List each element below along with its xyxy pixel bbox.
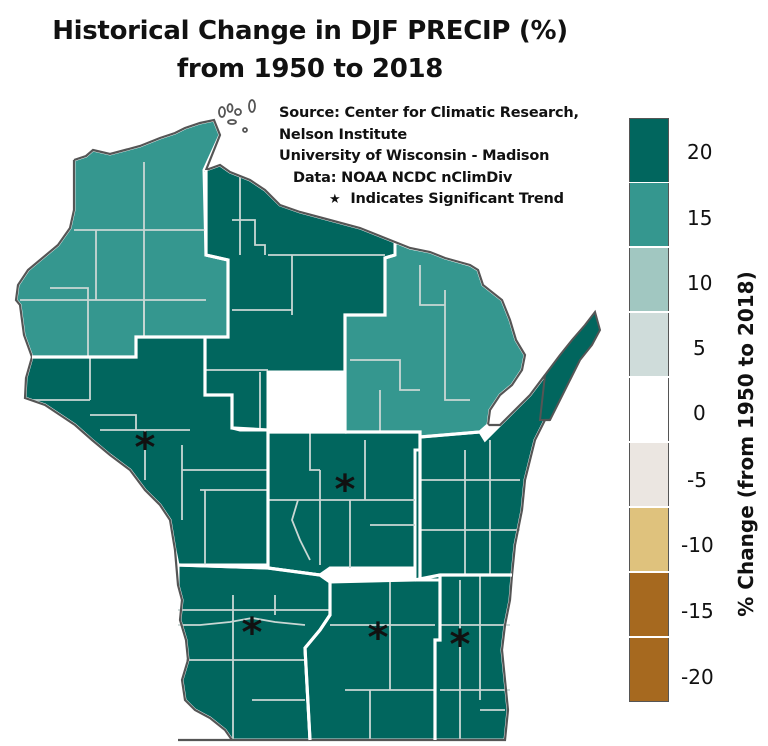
legend-tick: -5 <box>687 468 707 492</box>
legend-tick: -15 <box>681 599 714 623</box>
legend-swatch-neg5 <box>629 443 669 506</box>
significance-note-text: Indicates Significant Trend <box>350 191 564 207</box>
legend-swatch-neg10 <box>629 508 669 571</box>
significant-trend-marker: * <box>241 609 263 656</box>
apostle-islands <box>218 99 256 133</box>
significant-trend-marker: * <box>449 621 471 668</box>
legend-swatch-20 <box>629 118 669 182</box>
source-line-1: Source: Center for Climatic Research, <box>279 105 579 121</box>
coastline <box>73 118 546 427</box>
division-northwest <box>14 118 230 359</box>
county-lines <box>20 162 520 740</box>
legend-tick: 0 <box>693 401 706 425</box>
significant-trend-marker: * <box>367 614 389 661</box>
legend-swatch-0 <box>629 378 669 441</box>
division-boundaries <box>32 170 512 741</box>
legend-axis-title: % Change (from 1950 to 2018) <box>734 271 758 617</box>
division-southeast <box>433 573 514 742</box>
chart-title: Historical Change in DJF PRECIP (%) from… <box>0 12 620 88</box>
coastline-mississippi <box>14 160 233 741</box>
legend-swatch-neg15 <box>629 573 669 636</box>
source-line-2: Nelson Institute <box>279 126 407 143</box>
source-line-4: Data: NOAA NCDC nClimDiv <box>293 169 513 186</box>
significance-note: ★ Indicates Significant Trend <box>279 189 579 211</box>
title-line-1: Historical Change in DJF PRECIP (%) <box>52 16 568 46</box>
significant-trend-marker: * <box>134 424 156 471</box>
legend-tick: 5 <box>693 336 706 360</box>
star-icon: ★ <box>329 192 341 207</box>
significant-trend-marker: * <box>334 466 356 513</box>
legend-tick: 15 <box>687 206 713 230</box>
legend-tick: -20 <box>681 665 714 689</box>
legend-swatch-10 <box>629 248 669 311</box>
legend-swatch-neg20 <box>629 638 669 702</box>
legend-tick: 20 <box>687 140 713 164</box>
source-annotation: Source: Center for Climatic Research, Ne… <box>279 103 579 211</box>
legend-swatch-5 <box>629 313 669 376</box>
door-peninsula <box>538 309 602 421</box>
legend-swatch-15 <box>629 183 669 246</box>
source-line-3: University of Wisconsin - Madison <box>279 148 550 164</box>
legend-tick: 10 <box>687 271 713 295</box>
legend-tick: -10 <box>681 533 714 557</box>
title-line-2: from 1950 to 2018 <box>176 54 444 84</box>
